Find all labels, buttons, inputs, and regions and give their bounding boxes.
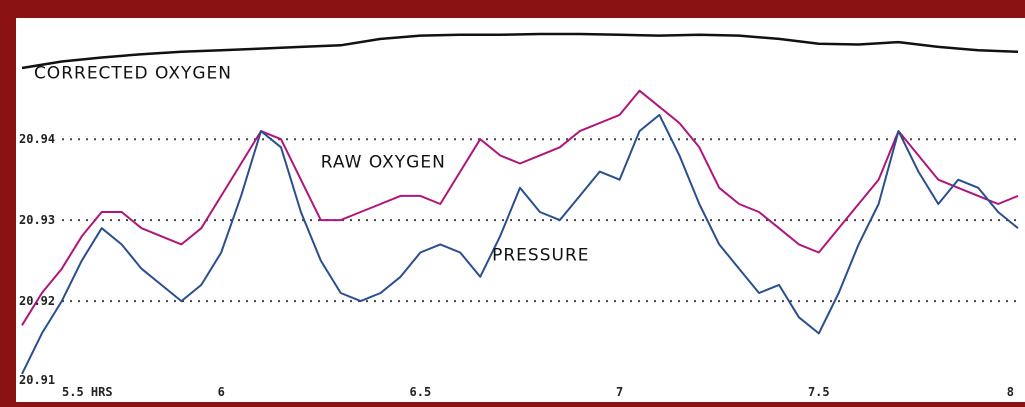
x-tick-label-3: 7 [616, 385, 623, 399]
x-tick-label-5: 8 [1007, 385, 1014, 399]
y-tick-label-1: 20.92 [19, 294, 55, 308]
pressure-line [21, 113, 1019, 375]
x-tick-label-1: 6 [218, 385, 225, 399]
y-tick-label-0: 20.91 [19, 373, 55, 387]
raw-line [21, 89, 1019, 326]
pressure-label: PRESSURE [492, 246, 589, 266]
series-labels: CORRECTED OXYGEN RAW OXYGEN PRESSURE [34, 64, 589, 266]
corrected-label: CORRECTED OXYGEN [34, 64, 232, 84]
y-tick-label-3: 20.94 [19, 132, 55, 146]
x-tick-label-2: 6.5 [410, 385, 432, 399]
raw-label: RAW OXYGEN [321, 153, 446, 173]
y-tick-label-2: 20.93 [19, 213, 55, 227]
x-tick-labels: 5.5 HRS 6 6.5 7 7.5 8 [62, 385, 1014, 399]
corrected-line [21, 32, 1019, 70]
x-tick-label-0: 5.5 HRS [62, 385, 113, 399]
y-tick-labels: 20.91 20.92 20.93 20.94 [19, 132, 55, 387]
plot-background [16, 18, 1025, 402]
series-lines [21, 32, 1019, 375]
x-tick-label-4: 7.5 [808, 385, 830, 399]
